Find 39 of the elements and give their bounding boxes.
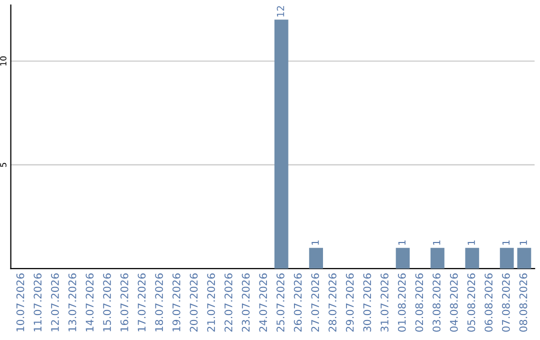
x-tick-label: 30.07.2026	[363, 273, 372, 332]
x-tick-label: 18.07.2026	[155, 273, 163, 332]
data-label: 1	[468, 240, 475, 245]
x-tick-label: 16.07.2026	[120, 273, 128, 332]
x-tick-label: 28.07.2026	[328, 273, 336, 332]
x-tick-label: 23.07.2026	[242, 273, 250, 332]
x-tick-label: 06.08.2026	[484, 273, 493, 332]
x-tick-label: 19.07.2026	[172, 273, 180, 332]
data-label: 12	[276, 6, 284, 16]
data-label: 1	[312, 240, 319, 245]
x-tick-label: 07.08.2026	[502, 273, 510, 332]
x-tick-label: 13.07.2026	[68, 273, 76, 332]
x-tick-label: 21.07.2026	[207, 273, 216, 332]
x-tick-label: 26.07.2026	[294, 273, 302, 332]
x-tick-label: 04.08.2026	[450, 273, 458, 332]
x-tick-label: 11.07.2026	[34, 273, 42, 332]
x-tick-label: 22.07.2026	[224, 273, 232, 332]
x-tick-label: 03.08.2026	[432, 273, 440, 332]
data-label: 1	[433, 240, 440, 245]
x-tick-label: 31.07.2026	[380, 273, 388, 332]
y-tick-label: 5	[0, 162, 6, 167]
x-tick-label: 05.08.2026	[467, 273, 476, 332]
x-tick-label: 20.07.2026	[190, 273, 198, 332]
data-label: 1	[398, 240, 406, 245]
x-tick-label: 14.07.2026	[86, 273, 94, 332]
x-tick-label: 25.07.2026	[276, 273, 284, 332]
x-tick-label: 10.07.2026	[16, 273, 24, 332]
x-tick-label: 12.07.2026	[51, 273, 59, 332]
x-tick-label: 27.07.2026	[311, 273, 320, 332]
x-tick-label: 08.08.2026	[519, 273, 528, 332]
data-label: 1	[502, 240, 510, 245]
x-tick-label: 24.07.2026	[259, 273, 268, 332]
x-tick-label: 29.07.2026	[346, 273, 354, 332]
x-tick-label: 01.08.2026	[398, 273, 406, 332]
x-tick-label: 15.07.2026	[103, 273, 111, 332]
x-tick-label: 17.07.2026	[138, 273, 146, 332]
y-tick-label: 10	[0, 56, 6, 66]
data-label: 1	[520, 240, 527, 245]
x-tick-label: 02.08.2026	[415, 273, 424, 332]
